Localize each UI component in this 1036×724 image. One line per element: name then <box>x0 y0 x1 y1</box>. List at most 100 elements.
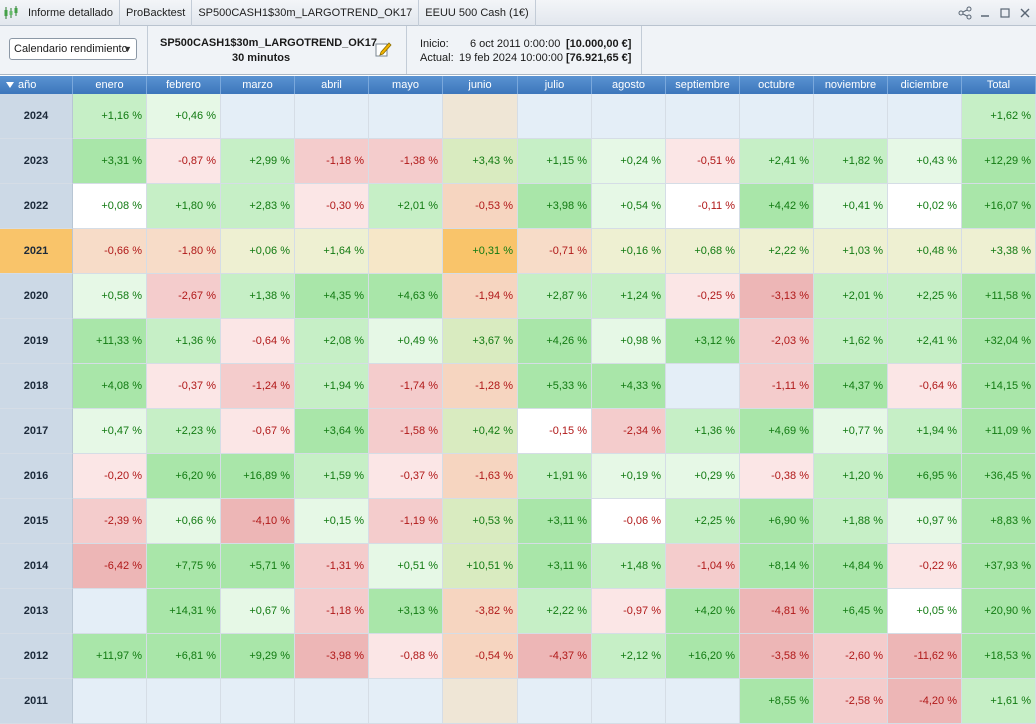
year-cell[interactable]: 2013 <box>0 589 73 634</box>
month-cell[interactable]: +0,24 % <box>592 139 666 184</box>
year-cell[interactable]: 2019 <box>0 319 73 364</box>
month-cell[interactable]: +2,22 % <box>740 229 814 274</box>
month-cell[interactable]: +0,16 % <box>592 229 666 274</box>
month-cell[interactable]: +2,99 % <box>221 139 295 184</box>
maximize-icon[interactable] <box>998 6 1012 20</box>
month-cell[interactable]: -0,88 % <box>369 634 443 679</box>
table-row[interactable]: 2024 +1,16 % +0,46 % +1,62 % <box>0 94 1036 139</box>
month-cell[interactable]: -3,13 % <box>740 274 814 319</box>
month-cell[interactable]: +8,55 % <box>740 679 814 724</box>
month-cell[interactable] <box>814 94 888 139</box>
month-cell[interactable]: +0,46 % <box>147 94 221 139</box>
month-cell[interactable]: +0,54 % <box>592 184 666 229</box>
month-cell[interactable] <box>295 679 369 724</box>
table-row[interactable]: 2023 +3,31 % -0,87 % +2,99 % -1,18 % -1,38 % +… <box>0 139 1036 184</box>
total-cell[interactable]: +14,15 % <box>962 364 1036 409</box>
month-cell[interactable]: +14,31 % <box>147 589 221 634</box>
table-row[interactable]: 2022 +0,08 % +1,80 % +2,83 % -0,30 % +2,01 % -… <box>0 184 1036 229</box>
month-cell[interactable]: +4,37 % <box>814 364 888 409</box>
month-cell[interactable] <box>518 94 592 139</box>
month-cell[interactable]: -1,19 % <box>369 499 443 544</box>
month-cell[interactable]: +1,36 % <box>666 409 740 454</box>
year-cell[interactable]: 2014 <box>0 544 73 589</box>
month-cell[interactable]: -1,74 % <box>369 364 443 409</box>
year-cell[interactable]: 2020 <box>0 274 73 319</box>
year-cell[interactable]: 2018 <box>0 364 73 409</box>
month-cell[interactable]: +0,08 % <box>73 184 147 229</box>
month-cell[interactable]: -0,06 % <box>592 499 666 544</box>
month-cell[interactable]: -1,58 % <box>369 409 443 454</box>
month-cell[interactable] <box>147 679 221 724</box>
month-cell[interactable]: -6,42 % <box>73 544 147 589</box>
month-cell[interactable]: +3,11 % <box>518 499 592 544</box>
month-cell[interactable]: +0,06 % <box>221 229 295 274</box>
month-cell[interactable]: +4,20 % <box>666 589 740 634</box>
month-cell[interactable] <box>592 679 666 724</box>
month-cell[interactable]: -3,82 % <box>443 589 518 634</box>
month-cell[interactable]: +7,75 % <box>147 544 221 589</box>
month-cell[interactable] <box>666 94 740 139</box>
month-cell[interactable]: -0,51 % <box>666 139 740 184</box>
column-header-6[interactable]: junio <box>443 76 518 94</box>
month-cell[interactable]: -2,60 % <box>814 634 888 679</box>
month-cell[interactable]: +2,87 % <box>518 274 592 319</box>
column-header-11[interactable]: noviembre <box>814 76 888 94</box>
close-icon[interactable] <box>1018 6 1032 20</box>
month-cell[interactable] <box>666 679 740 724</box>
month-cell[interactable]: -2,39 % <box>73 499 147 544</box>
month-cell[interactable] <box>369 94 443 139</box>
total-cell[interactable]: +18,53 % <box>962 634 1036 679</box>
column-header-4[interactable]: abril <box>295 76 369 94</box>
month-cell[interactable]: +4,35 % <box>295 274 369 319</box>
month-cell[interactable]: -0,30 % <box>295 184 369 229</box>
month-cell[interactable]: +0,68 % <box>666 229 740 274</box>
month-cell[interactable] <box>443 679 518 724</box>
month-cell[interactable] <box>221 94 295 139</box>
month-cell[interactable]: +0,51 % <box>369 544 443 589</box>
month-cell[interactable]: -2,34 % <box>592 409 666 454</box>
month-cell[interactable] <box>369 679 443 724</box>
month-cell[interactable]: -4,20 % <box>888 679 962 724</box>
month-cell[interactable] <box>518 679 592 724</box>
month-cell[interactable]: +5,33 % <box>518 364 592 409</box>
month-cell[interactable]: +4,84 % <box>814 544 888 589</box>
total-cell[interactable]: +11,58 % <box>962 274 1036 319</box>
month-cell[interactable]: +4,63 % <box>369 274 443 319</box>
month-cell[interactable]: +1,94 % <box>295 364 369 409</box>
month-cell[interactable]: -3,98 % <box>295 634 369 679</box>
total-cell[interactable]: +32,04 % <box>962 319 1036 364</box>
month-cell[interactable]: +0,53 % <box>443 499 518 544</box>
month-cell[interactable]: +2,41 % <box>740 139 814 184</box>
crumb-strategy[interactable]: SP500CASH1$30m_LARGOTREND_OK17 <box>192 0 420 26</box>
month-cell[interactable]: +0,15 % <box>295 499 369 544</box>
month-cell[interactable]: +2,01 % <box>369 184 443 229</box>
table-row[interactable]: 2012 +11,97 % +6,81 % +9,29 % -3,98 % -0,88 %… <box>0 634 1036 679</box>
month-cell[interactable]: +1,36 % <box>147 319 221 364</box>
month-cell[interactable]: -0,64 % <box>221 319 295 364</box>
month-cell[interactable]: +1,24 % <box>592 274 666 319</box>
month-cell[interactable]: +2,41 % <box>888 319 962 364</box>
table-row[interactable]: 2017 +0,47 % +2,23 % -0,67 % +3,64 % -1,58 % +… <box>0 409 1036 454</box>
month-cell[interactable]: +4,42 % <box>740 184 814 229</box>
table-row[interactable]: 2011 +8,55 % -2,58 % -4,20 % +1,61 % <box>0 679 1036 724</box>
month-cell[interactable]: +6,20 % <box>147 454 221 499</box>
table-row[interactable]: 2014 -6,42 % +7,75 % +5,71 % -1,31 % +0,51 % +… <box>0 544 1036 589</box>
month-cell[interactable]: -1,80 % <box>147 229 221 274</box>
month-cell[interactable]: -0,20 % <box>73 454 147 499</box>
column-header-2[interactable]: febrero <box>147 76 221 94</box>
month-cell[interactable] <box>888 94 962 139</box>
column-header-5[interactable]: mayo <box>369 76 443 94</box>
month-cell[interactable]: +2,22 % <box>518 589 592 634</box>
column-header-1[interactable]: enero <box>73 76 147 94</box>
month-cell[interactable]: +0,47 % <box>73 409 147 454</box>
month-cell[interactable]: +0,97 % <box>888 499 962 544</box>
month-cell[interactable]: +8,14 % <box>740 544 814 589</box>
month-cell[interactable] <box>443 94 518 139</box>
column-header-12[interactable]: diciembre <box>888 76 962 94</box>
total-cell[interactable]: +1,61 % <box>962 679 1036 724</box>
year-cell[interactable]: 2021 <box>0 229 73 274</box>
month-cell[interactable]: +6,45 % <box>814 589 888 634</box>
column-header-3[interactable]: marzo <box>221 76 295 94</box>
month-cell[interactable]: -0,54 % <box>443 634 518 679</box>
month-cell[interactable]: -0,22 % <box>888 544 962 589</box>
